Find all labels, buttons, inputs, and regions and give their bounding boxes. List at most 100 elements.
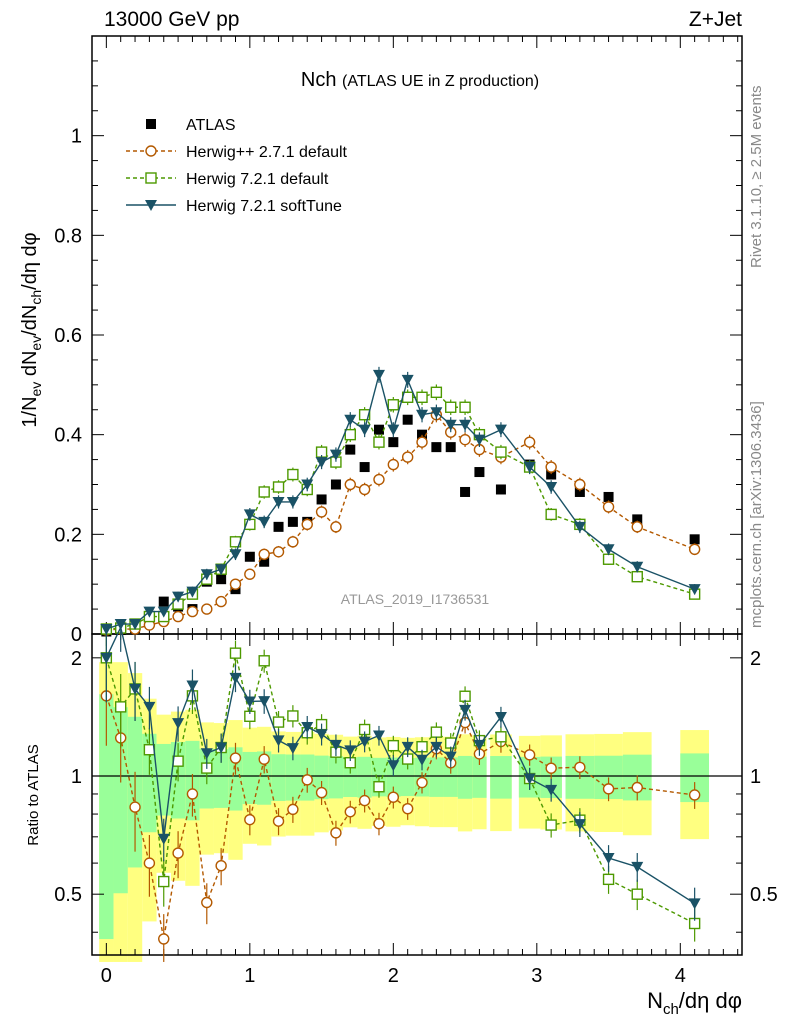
ratio-point <box>287 803 299 816</box>
ratio-point <box>387 791 400 803</box>
y-axis-title: 1/Nev dNev/dNch/dη dφ <box>19 232 44 427</box>
data-point <box>186 586 199 598</box>
ratio-point <box>215 860 227 872</box>
data-point <box>286 496 299 508</box>
ratio-point <box>459 704 472 716</box>
x-tick-label: 2 <box>388 965 399 987</box>
data-point <box>689 534 700 545</box>
data-point <box>459 433 471 446</box>
ratio-point <box>272 735 285 747</box>
data-point <box>688 543 701 555</box>
y-tick-label: 0.6 <box>54 325 82 347</box>
data-point <box>244 568 256 580</box>
band-inner <box>257 751 272 805</box>
band-inner <box>99 694 114 940</box>
data-point <box>574 478 586 491</box>
ratio-series-triangle <box>100 625 701 921</box>
data-point <box>345 444 356 455</box>
series-line <box>106 372 695 630</box>
data-point <box>114 619 127 631</box>
data-point <box>574 486 585 497</box>
ratio-point <box>286 743 299 755</box>
legend-marker <box>145 200 157 211</box>
ratio-point <box>315 729 328 741</box>
data-point <box>373 436 385 448</box>
band-inner <box>490 756 512 799</box>
ratio-point <box>172 718 185 730</box>
data-point <box>200 569 213 581</box>
legend-marker <box>145 172 157 184</box>
data-point <box>545 461 557 473</box>
data-point <box>688 584 701 596</box>
ratio-point <box>201 896 213 909</box>
data-point <box>157 606 170 618</box>
data-point <box>259 556 270 567</box>
ratio-tick-label-left: 0.5 <box>54 884 82 906</box>
data-point <box>344 428 356 441</box>
data-point <box>273 521 284 532</box>
data-point <box>315 506 328 518</box>
ratio-point <box>373 817 385 830</box>
data-point <box>602 501 615 513</box>
ratio-point <box>158 933 170 945</box>
band-inner <box>113 707 128 894</box>
data-point <box>272 481 285 493</box>
ratio-frame <box>91 633 743 956</box>
ratio-point <box>186 680 199 692</box>
ratio-point <box>100 652 113 664</box>
ratio-point <box>523 749 536 761</box>
band-inner <box>285 754 301 801</box>
data-point <box>387 424 400 436</box>
data-point <box>229 578 242 590</box>
ratio-point <box>143 857 156 869</box>
data-point <box>416 391 428 403</box>
ratio-point <box>243 696 256 708</box>
ratio-point <box>358 736 371 748</box>
data-point <box>444 419 457 431</box>
data-point <box>358 424 371 436</box>
y-tick-label: 0.8 <box>54 225 82 247</box>
data-point <box>215 595 227 608</box>
data-point <box>523 462 536 474</box>
ratio-tick-label-right: 0.5 <box>750 884 778 906</box>
ratio-point <box>315 786 328 799</box>
ratio-point <box>430 741 443 753</box>
data-point <box>215 564 228 576</box>
y-tick-label: 0.2 <box>54 524 82 546</box>
data-point <box>546 469 557 480</box>
ratio-point <box>158 875 170 888</box>
data-point <box>330 521 342 533</box>
band-inner <box>213 749 229 808</box>
band-inner <box>156 743 171 816</box>
data-point <box>172 610 184 623</box>
data-point <box>602 544 615 556</box>
ratio-point <box>129 801 141 813</box>
data-point <box>495 446 507 458</box>
mcplots-label: mcplots.cern.ch [arXiv:1306.3436] <box>748 401 765 628</box>
ratio-point <box>494 711 507 723</box>
legend <box>126 119 176 211</box>
ratio-point <box>401 741 414 753</box>
data-point <box>387 399 400 411</box>
ratio-point <box>495 731 507 743</box>
ratio-point <box>574 761 586 773</box>
ratio-point <box>631 861 644 873</box>
ratio-point <box>523 773 536 785</box>
ratio-point <box>244 813 256 826</box>
y-tick-label: 0 <box>71 624 82 646</box>
data-point <box>344 414 357 426</box>
ratio-point <box>444 751 457 763</box>
ratio-point <box>330 827 342 839</box>
data-point <box>272 496 285 508</box>
ratio-point <box>272 716 285 728</box>
ratio-point <box>602 873 615 886</box>
data-point <box>459 401 471 413</box>
ratio-point <box>631 781 643 794</box>
ratio-point <box>301 774 313 786</box>
ratio-point <box>545 784 558 796</box>
data-point <box>401 374 414 386</box>
band-inner <box>228 747 243 811</box>
legend-label: Herwig 7.2.1 softTune <box>186 198 342 215</box>
ratio-line <box>105 653 695 925</box>
band-inner <box>142 733 157 833</box>
